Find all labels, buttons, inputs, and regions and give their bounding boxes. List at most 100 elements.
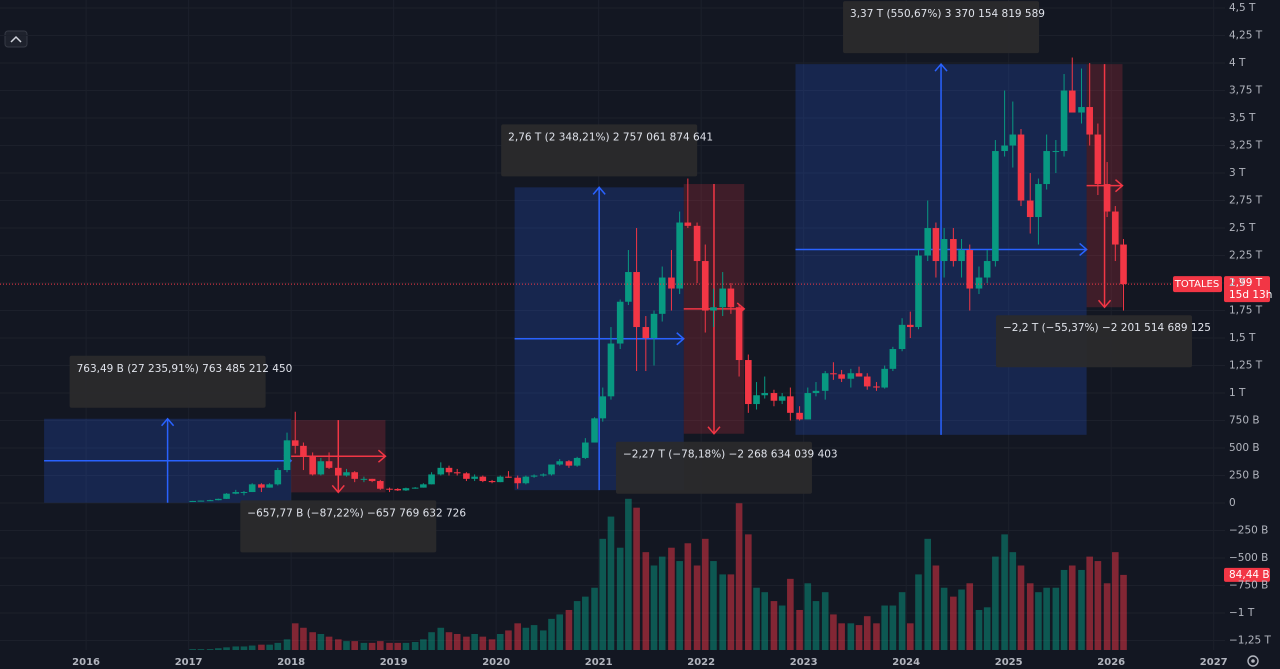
volume-bar: [847, 623, 855, 650]
volume-bar: [1103, 583, 1111, 650]
volume-bar: [1009, 552, 1017, 650]
candle-body: [1001, 145, 1008, 152]
volume-bar: [701, 538, 709, 650]
volume-bar: [565, 609, 573, 650]
volume-bar: [582, 596, 589, 650]
volume-bar: [719, 574, 726, 650]
collapse-button[interactable]: [4, 30, 28, 48]
gear-center[interactable]: [1251, 659, 1255, 663]
arrow-head: [1097, 299, 1112, 309]
volume-bar: [248, 645, 256, 650]
y-tick-label: 3 T: [1229, 167, 1246, 179]
volume-bar: [932, 565, 940, 650]
candle-body: [719, 288, 726, 308]
candle-body: [735, 307, 743, 361]
candle-body: [266, 484, 273, 488]
volume-bar: [488, 639, 496, 650]
y-tick-label: 3,5 T: [1229, 112, 1256, 124]
candle-body: [1017, 134, 1025, 201]
volume-bar: [616, 547, 624, 650]
volume-bar: [658, 556, 666, 650]
volume-bar: [411, 641, 419, 650]
volume-bar: [548, 618, 555, 650]
symbol-tag: [1173, 276, 1222, 293]
volume-bar: [291, 623, 299, 650]
candle-body: [1060, 90, 1068, 152]
volume-bar: [770, 601, 778, 650]
volume-bar: [804, 583, 812, 650]
volume-bar: [676, 561, 683, 650]
candle-body: [950, 239, 957, 262]
candle-body: [889, 349, 897, 369]
volume-bar: [693, 565, 701, 650]
axes: 4,5 T 4,25 T 4 T 3,75 T 3,5 T 3,25 T 3 T 2,75 T…: [72, 2, 1271, 668]
volume-bar: [650, 565, 658, 650]
candle-body: [1026, 200, 1034, 218]
arrow-head: [592, 186, 606, 195]
measure-label-box: [615, 441, 812, 494]
volume-bar: [522, 627, 530, 650]
candle-body: [787, 396, 794, 413]
volume-bar: [821, 592, 829, 650]
candle-body: [1103, 184, 1111, 212]
volume-bar: [863, 616, 871, 650]
volume-bar: [855, 625, 863, 650]
candle-body: [223, 493, 230, 499]
candle-body: [351, 472, 358, 479]
candle-body: [1112, 211, 1119, 245]
volume-bar: [206, 649, 214, 650]
candle-body: [248, 484, 256, 493]
measure-label-box: [996, 315, 1192, 368]
x-tick-label: 2024: [892, 657, 920, 668]
candle-body: [1043, 151, 1050, 185]
x-tick-label: 2027: [1200, 657, 1228, 668]
volume-bar: [1120, 574, 1127, 650]
y-tick-label: 250 B: [1229, 470, 1260, 482]
volume-bar: [940, 587, 948, 650]
volume-bar: [274, 642, 282, 650]
volume-bar: [1094, 561, 1102, 650]
volume-bar: [232, 646, 240, 650]
candle-body: [540, 474, 547, 476]
candle-body: [607, 343, 615, 397]
y-tick-label: 2,75 T: [1229, 195, 1263, 207]
candle-body: [1035, 184, 1042, 218]
candle-body: [804, 393, 812, 420]
y-tick-label: 2,25 T: [1229, 250, 1263, 262]
candle-body: [232, 492, 240, 494]
volume-bar: [189, 649, 197, 650]
y-tick-label: −250 B: [1229, 525, 1268, 537]
volume-bar: [607, 516, 615, 650]
candle-body: [710, 307, 717, 311]
measure-label-box: [501, 124, 698, 177]
volume-bar: [873, 623, 880, 650]
measure-label: 763,49 B (27 235,91%) 763 485 212 450: [77, 363, 293, 375]
x-tick-label: 2016: [72, 657, 100, 668]
button-frame[interactable]: [4, 30, 28, 48]
x-tick-label: 2019: [380, 657, 408, 668]
candle-body: [420, 484, 427, 488]
volume-bar: [745, 534, 752, 650]
candle-body: [778, 396, 786, 401]
chevron-icon[interactable]: [10, 35, 22, 43]
volume-bar: [334, 639, 342, 650]
volume-bar: [428, 632, 435, 650]
volume-bar: [300, 627, 307, 650]
gear-icon[interactable]: [1247, 655, 1259, 667]
volume-bar: [317, 633, 325, 650]
price-tag-label: 1,99 T: [1229, 277, 1263, 289]
y-tick-label: 4,25 T: [1229, 30, 1263, 42]
measure-label-box: [843, 1, 1040, 54]
settings-button[interactable]: [1247, 655, 1259, 667]
candle-body: [411, 487, 419, 489]
candle-body: [992, 151, 999, 262]
candle-body: [975, 277, 983, 289]
volume-bar: [453, 633, 461, 650]
volume-bar: [1086, 556, 1093, 650]
candle-body: [514, 477, 521, 484]
candle-body: [940, 239, 948, 262]
volume-tag: [1224, 567, 1270, 582]
candle-body: [274, 470, 282, 485]
y-tick-label: 2 T: [1229, 277, 1246, 289]
volume-bar: [924, 538, 932, 650]
